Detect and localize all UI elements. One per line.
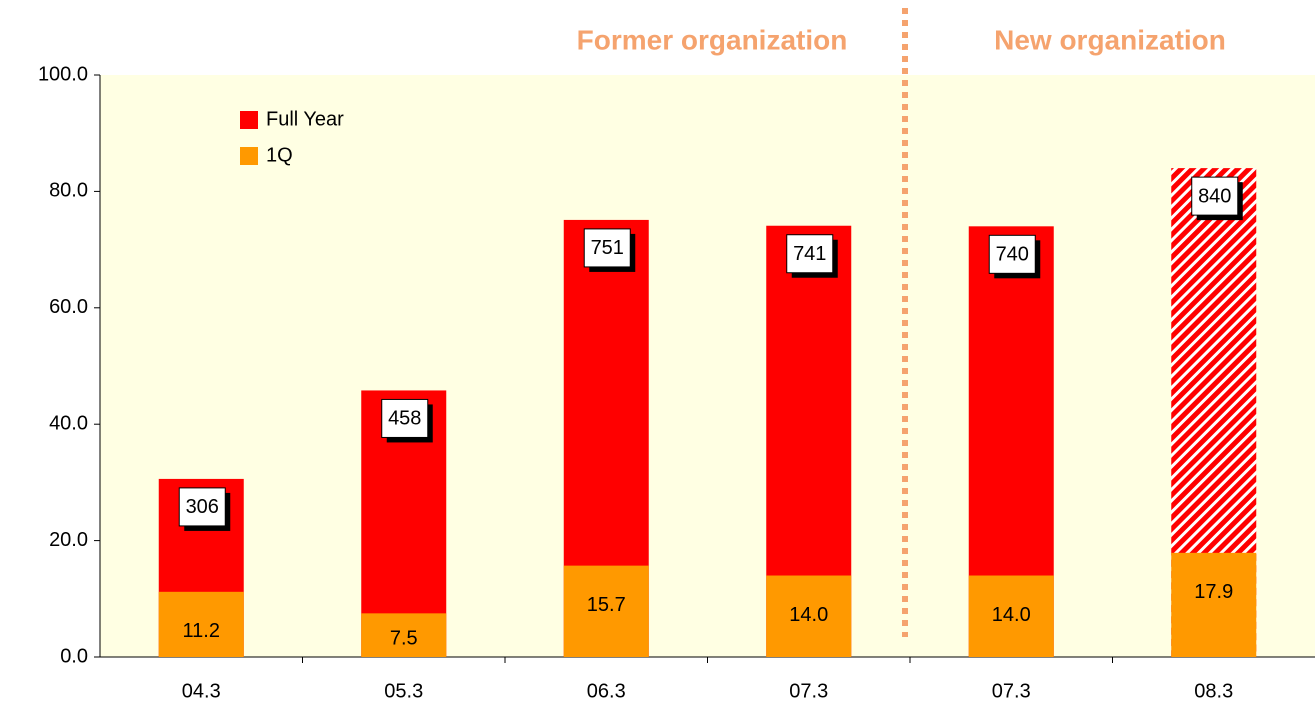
value-label: 11.2 [183, 620, 220, 642]
value-label: 17.9 [1194, 581, 1233, 603]
x-tick-label: 04.3 [182, 680, 221, 702]
annotation: New organization [994, 24, 1226, 55]
bar [563, 565, 649, 657]
value-label: 751 [591, 237, 624, 259]
y-tick-label: 20.0 [49, 529, 88, 551]
value-label: 740 [996, 244, 1029, 266]
label-box [381, 398, 429, 438]
bar [1171, 552, 1257, 657]
plot-background [100, 75, 1315, 657]
value-label: 306 [186, 496, 219, 518]
label-box [1191, 176, 1239, 216]
bar [968, 575, 1054, 657]
legend-swatch [240, 111, 258, 129]
annotation: Former organization [577, 24, 848, 55]
label-box [583, 228, 631, 268]
y-tick-label: 100.0 [38, 63, 88, 85]
y-tick-label: 0.0 [60, 645, 88, 667]
bar [158, 591, 244, 657]
x-tick-label: 07.3 [789, 680, 828, 702]
y-tick-label: 60.0 [49, 296, 88, 318]
value-label: 741 [793, 243, 826, 265]
x-tick-label: 05.3 [384, 680, 423, 702]
label-box [178, 487, 226, 527]
x-tick-label: 06.3 [587, 680, 626, 702]
label-box [786, 234, 834, 274]
value-label: 14.0 [789, 604, 828, 626]
value-label: 14.0 [992, 604, 1031, 626]
y-tick-label: 80.0 [49, 180, 88, 202]
value-label: 458 [388, 408, 421, 430]
x-tick-label: 08.3 [1194, 680, 1233, 702]
legend-label: Full Year [266, 108, 344, 130]
value-label: 15.7 [587, 594, 626, 616]
legend-label: 1Q [266, 144, 293, 166]
legend-swatch [240, 147, 258, 165]
bar [766, 575, 852, 657]
label-box [988, 234, 1036, 274]
value-label: 7.5 [390, 627, 418, 649]
value-label: 840 [1198, 185, 1231, 207]
x-tick-label: 07.3 [992, 680, 1031, 702]
y-tick-label: 40.0 [49, 412, 88, 434]
bar [361, 613, 447, 657]
